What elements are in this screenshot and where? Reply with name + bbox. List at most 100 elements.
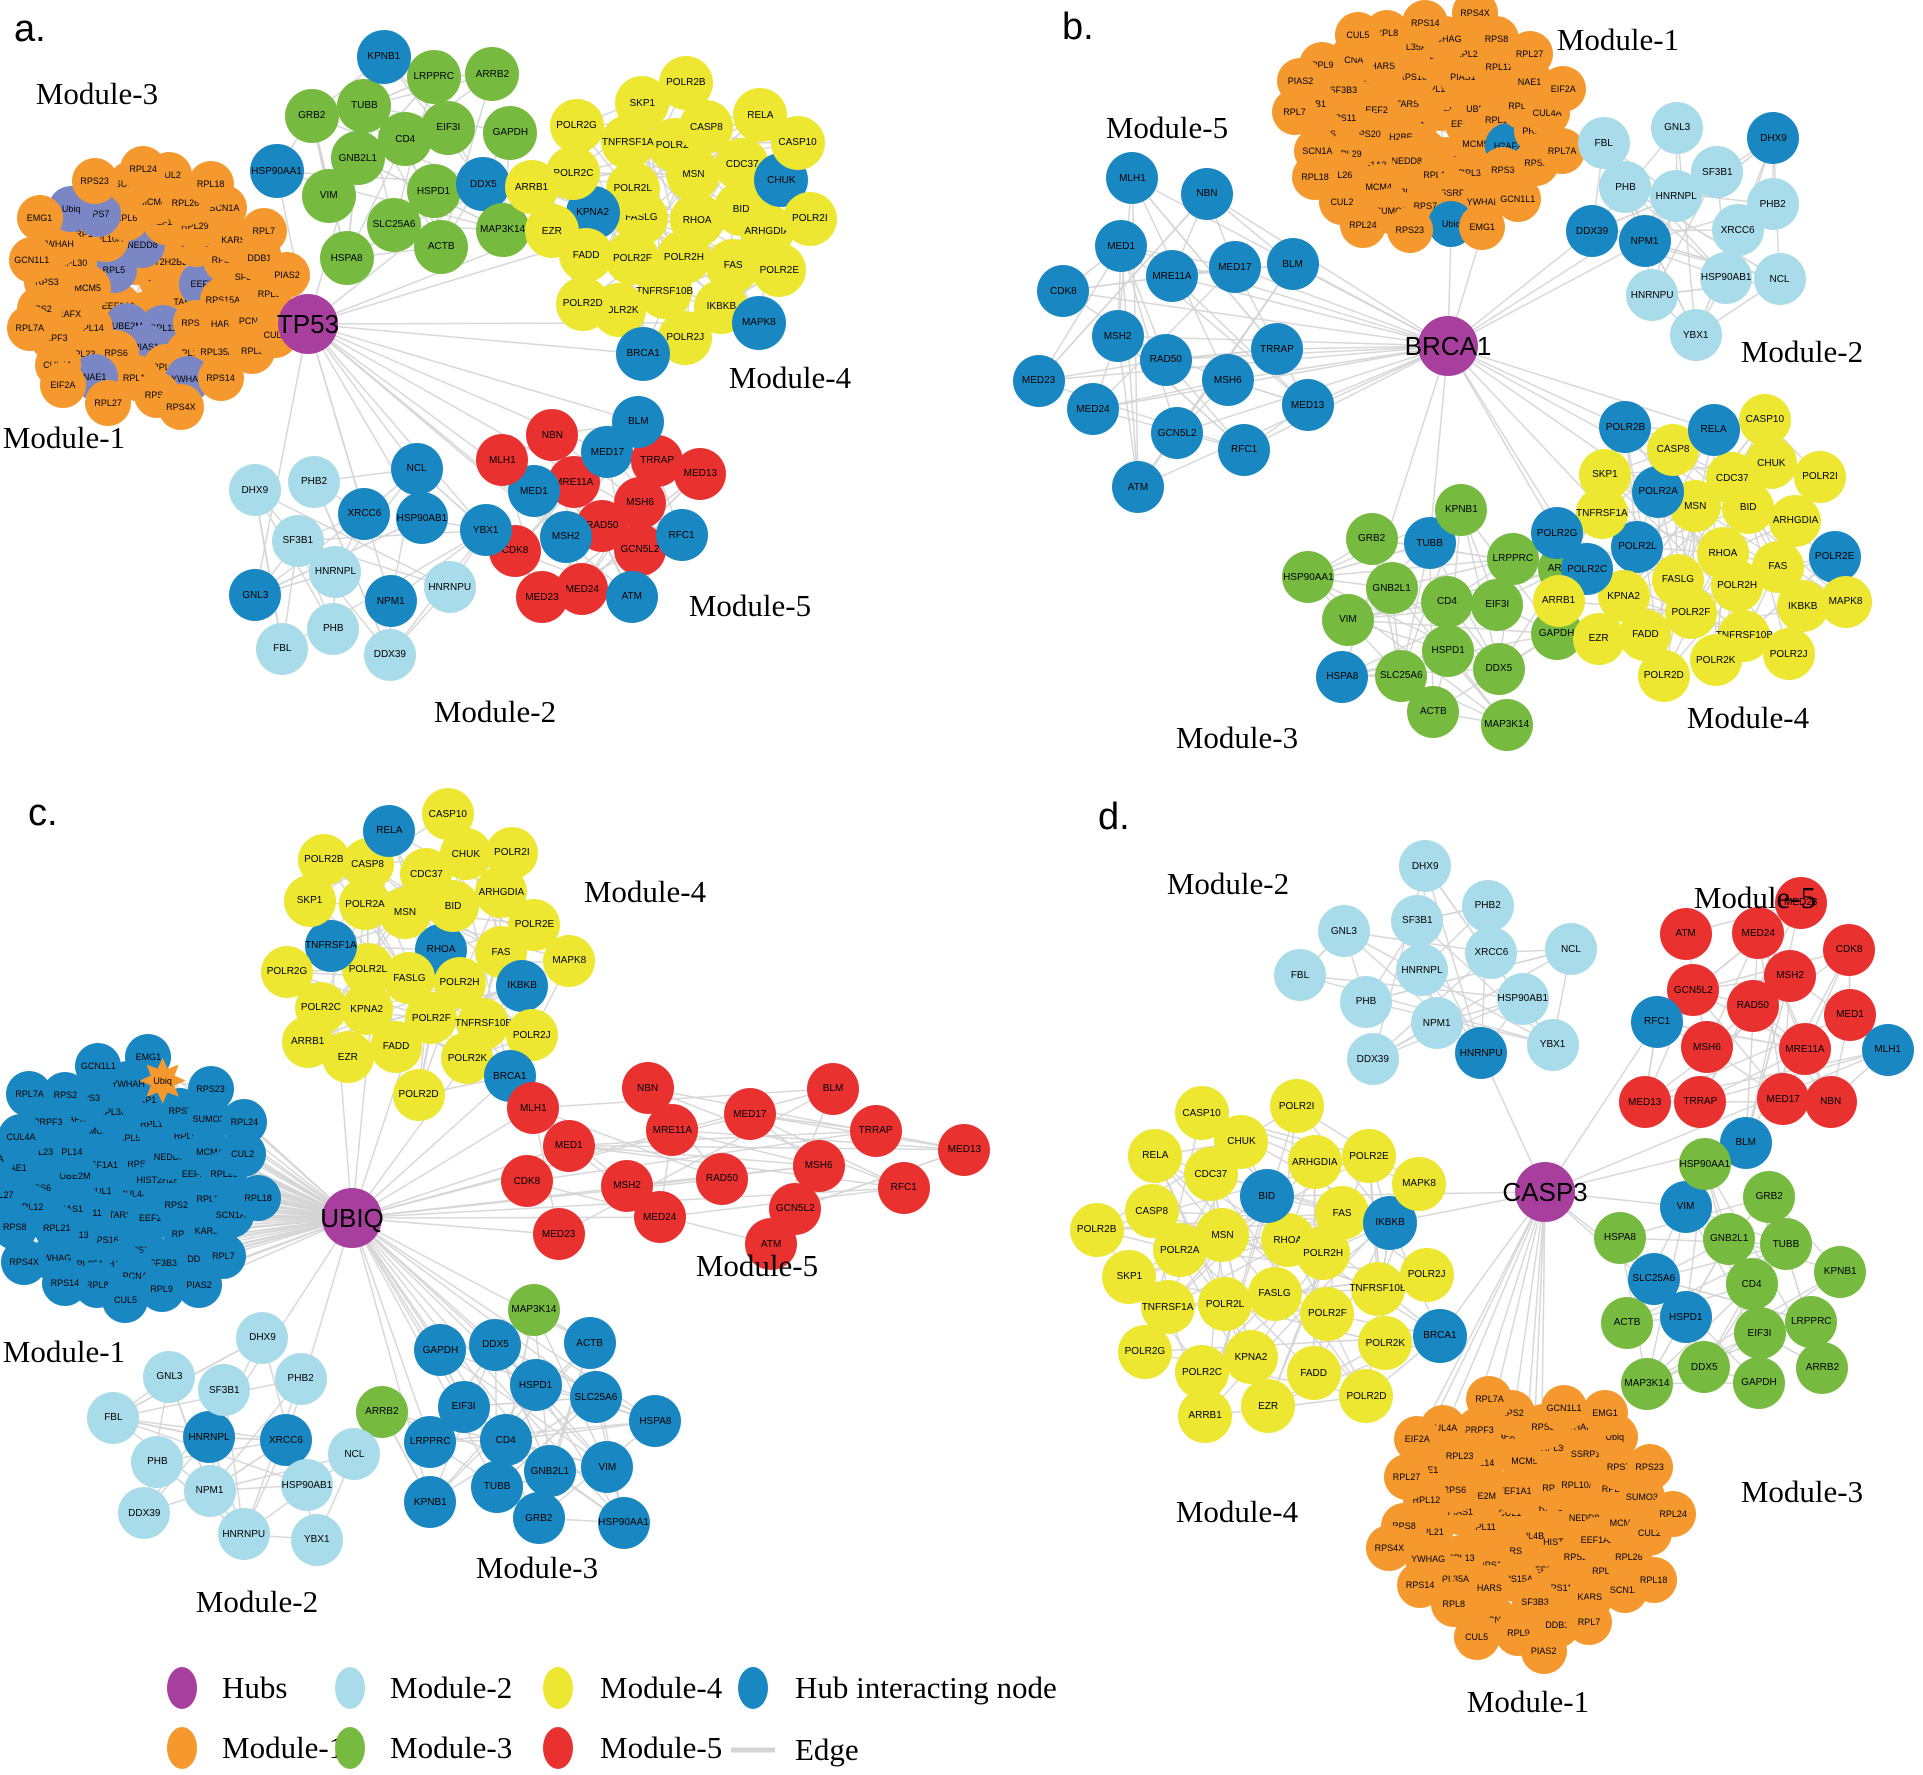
node-ikbkb[interactable]: IKBKB <box>496 959 549 1012</box>
node-skp1[interactable]: SKP1 <box>1578 448 1631 501</box>
node-tnfrsf10b[interactable]: TNFRSF10B <box>1349 1261 1407 1316</box>
node-rps14[interactable]: RPS14 <box>1397 1562 1444 1609</box>
node-ddx39[interactable]: DDX39 <box>118 1487 171 1540</box>
node-polr2g[interactable]: POLR2G <box>261 945 313 998</box>
node-polr2b[interactable]: POLR2B <box>1069 1202 1124 1257</box>
node-rpl24[interactable]: RPL24 <box>221 1098 268 1145</box>
node-atm[interactable]: ATM <box>1659 907 1712 960</box>
node-hnrnpl[interactable]: HNRNPL <box>183 1411 236 1464</box>
node-ezr[interactable]: EZR <box>1572 612 1625 665</box>
node-msh6[interactable]: MSH6 <box>1201 354 1254 407</box>
node-cd4[interactable]: CD4 <box>479 1414 532 1467</box>
node-actb[interactable]: ACTB <box>1601 1296 1654 1349</box>
node-trrap[interactable]: TRRAP <box>1250 323 1303 376</box>
node-rpl24[interactable]: RPL24 <box>1339 202 1386 249</box>
node-rpl7[interactable]: RPL7 <box>1565 1599 1612 1646</box>
node-blm[interactable]: BLM <box>807 1062 860 1115</box>
node-hnrnpu[interactable]: HNRNPU <box>1455 1027 1508 1080</box>
node-arhgdia[interactable]: ARHGDIA <box>1287 1135 1342 1190</box>
node-grb2[interactable]: GRB2 <box>1743 1170 1796 1223</box>
node-med17[interactable]: MED17 <box>1208 241 1261 294</box>
node-polr2e[interactable]: POLR2E <box>1341 1129 1396 1184</box>
node-ddx39[interactable]: DDX39 <box>363 628 416 681</box>
node-med13[interactable]: MED13 <box>1618 1076 1671 1129</box>
node-phb[interactable]: PHB <box>1340 975 1393 1028</box>
node-gnl3[interactable]: GNL3 <box>1651 101 1704 154</box>
node-kpna2[interactable]: KPNA2 <box>1223 1330 1278 1385</box>
node-lrpprc[interactable]: LRPPRC <box>404 1415 457 1468</box>
node-fbl[interactable]: FBL <box>87 1391 140 1444</box>
node-ncl[interactable]: NCL <box>390 442 443 495</box>
node-phb[interactable]: PHB <box>131 1435 184 1488</box>
node-arrb1[interactable]: ARRB1 <box>281 1015 334 1068</box>
hub-brca1[interactable]: BRCA1 <box>1405 316 1491 376</box>
node-med24[interactable]: MED24 <box>1066 383 1119 436</box>
node-polr2j[interactable]: POLR2J <box>1399 1247 1454 1302</box>
node-kpnb1[interactable]: KPNB1 <box>1435 483 1488 536</box>
node-hsp90aa1[interactable]: HSP90AA1 <box>1678 1138 1731 1191</box>
node-med1[interactable]: MED1 <box>542 1119 595 1172</box>
node-gcn1l1[interactable]: GCN1L1 <box>1541 1384 1587 1431</box>
node-tnfrsf1a[interactable]: TNFRSF1A <box>304 919 357 972</box>
node-grb2[interactable]: GRB2 <box>1345 512 1398 565</box>
node-hsp90ab1[interactable]: HSP90AB1 <box>1700 251 1753 304</box>
node-eif3i[interactable]: EIF3I <box>421 100 476 155</box>
node-polr2i[interactable]: POLR2I <box>485 826 538 879</box>
node-gnb2l1[interactable]: GNB2L1 <box>523 1445 576 1498</box>
node-casp10[interactable]: CASP10 <box>1738 393 1791 446</box>
node-gnb2l1[interactable]: GNB2L1 <box>1703 1212 1756 1265</box>
node-fadd[interactable]: FADD <box>370 1020 423 1073</box>
node-pias2[interactable]: PIAS2 <box>263 252 310 299</box>
node-dhx9[interactable]: DHX9 <box>228 464 281 517</box>
node-tubb[interactable]: TUBB <box>337 78 392 133</box>
node-rpl27[interactable]: RPL27 <box>1506 30 1553 77</box>
node-casp10[interactable]: CASP10 <box>1174 1086 1229 1141</box>
node-polr2g[interactable]: POLR2G <box>549 98 604 153</box>
node-eif3i[interactable]: EIF3I <box>1733 1307 1786 1360</box>
node-hnrnpu[interactable]: HNRNPU <box>217 1508 270 1561</box>
node-rps4x[interactable]: RPS4X <box>1366 1524 1413 1571</box>
node-trrap[interactable]: TRRAP <box>849 1104 902 1157</box>
node-polr2b[interactable]: POLR2B <box>297 833 350 886</box>
node-emg1[interactable]: EMG1 <box>1582 1389 1629 1436</box>
node-mre11a[interactable]: MRE11A <box>1778 1023 1831 1076</box>
node-fas[interactable]: FAS <box>1315 1186 1370 1241</box>
node-med1[interactable]: MED1 <box>1095 220 1148 273</box>
node-med17[interactable]: MED17 <box>723 1088 776 1141</box>
hub-casp3[interactable]: CASP3 <box>1502 1162 1588 1222</box>
node-pias2[interactable]: PIAS2 <box>176 1261 223 1308</box>
node-bid[interactable]: BID <box>1239 1169 1294 1224</box>
node-fadd[interactable]: FADD <box>1286 1346 1341 1401</box>
node-rpl18[interactable]: RPL18 <box>1291 154 1338 201</box>
node-cul5[interactable]: CUL5 <box>1334 11 1381 58</box>
node-arrb1[interactable]: ARRB1 <box>1178 1388 1233 1443</box>
node-mapk8[interactable]: MAPK8 <box>1819 575 1872 628</box>
node-mre11a[interactable]: MRE11A <box>1145 250 1198 303</box>
node-ncl[interactable]: NCL <box>1544 923 1597 976</box>
node-ezr[interactable]: EZR <box>1241 1379 1296 1434</box>
node-polr2g[interactable]: POLR2G <box>1531 507 1584 560</box>
node-map3k14[interactable]: MAP3K14 <box>1620 1357 1673 1410</box>
node-xrcc6[interactable]: XRCC6 <box>1465 926 1518 979</box>
node-rpl7a[interactable]: RPL7A <box>6 305 53 352</box>
node-rfc1[interactable]: RFC1 <box>1631 995 1684 1048</box>
node-msh2[interactable]: MSH2 <box>1091 310 1144 363</box>
node-hspa8[interactable]: HSPA8 <box>1593 1211 1646 1264</box>
node-phb[interactable]: PHB <box>307 602 360 655</box>
node-vim[interactable]: VIM <box>301 168 356 223</box>
node-med24[interactable]: MED24 <box>633 1191 686 1244</box>
node-rela[interactable]: RELA <box>363 804 416 857</box>
node-gapdh[interactable]: GAPDH <box>483 105 538 160</box>
node-slc25a6[interactable]: SLC25A6 <box>569 1371 622 1424</box>
node-msh2[interactable]: MSH2 <box>539 510 592 563</box>
node-hsp90aa1[interactable]: HSP90AA1 <box>597 1496 650 1549</box>
node-kpnb1[interactable]: KPNB1 <box>356 29 411 84</box>
node-med13[interactable]: MED13 <box>938 1123 991 1176</box>
node-npm1[interactable]: NPM1 <box>364 575 417 628</box>
node-gnl3[interactable]: GNL3 <box>229 569 282 622</box>
node-mlh1[interactable]: MLH1 <box>1861 1023 1914 1076</box>
node-polr2j[interactable]: POLR2J <box>1762 628 1815 681</box>
node-cd4[interactable]: CD4 <box>1725 1258 1778 1311</box>
node-brca1[interactable]: BRCA1 <box>1412 1308 1467 1363</box>
node-rpl18[interactable]: RPL18 <box>187 161 234 208</box>
